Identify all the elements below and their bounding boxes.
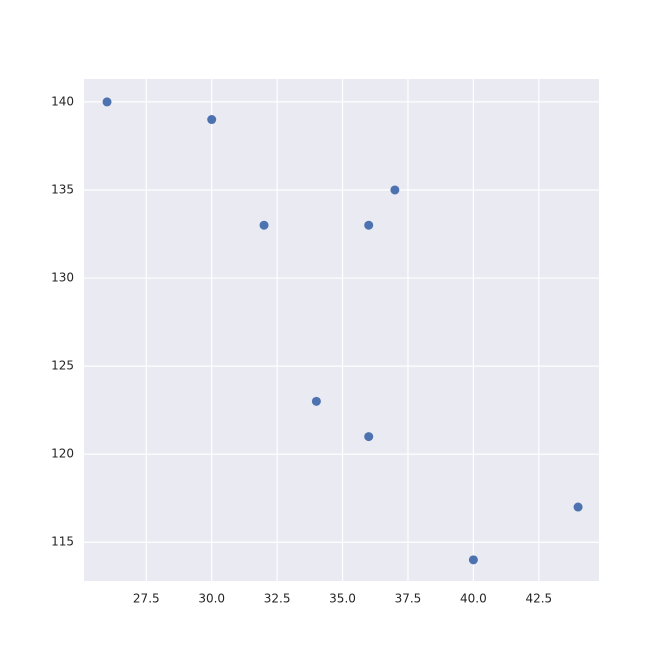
y-tick-label: 115 (51, 535, 74, 549)
x-tick-label: 32.5 (264, 592, 291, 606)
x-tick-label: 30.0 (198, 592, 225, 606)
x-tick-label: 37.5 (395, 592, 422, 606)
point (468, 555, 478, 565)
x-tick-label: 35.0 (329, 592, 356, 606)
x-tick-label: 42.5 (525, 592, 552, 606)
point (259, 220, 269, 230)
y-tick-label: 135 (51, 182, 74, 196)
point (390, 185, 400, 195)
point (573, 502, 583, 512)
y-tick-label: 120 (51, 447, 74, 461)
point (102, 97, 112, 107)
point (364, 220, 374, 230)
point (364, 432, 374, 442)
point (207, 115, 217, 125)
point (311, 396, 321, 406)
plot-area (84, 79, 599, 581)
x-tick-label: 27.5 (133, 592, 160, 606)
y-tick-label: 125 (51, 359, 74, 373)
y-tick-label: 130 (51, 271, 74, 285)
x-tick-label: 40.0 (460, 592, 487, 606)
y-tick-label: 140 (51, 94, 74, 108)
